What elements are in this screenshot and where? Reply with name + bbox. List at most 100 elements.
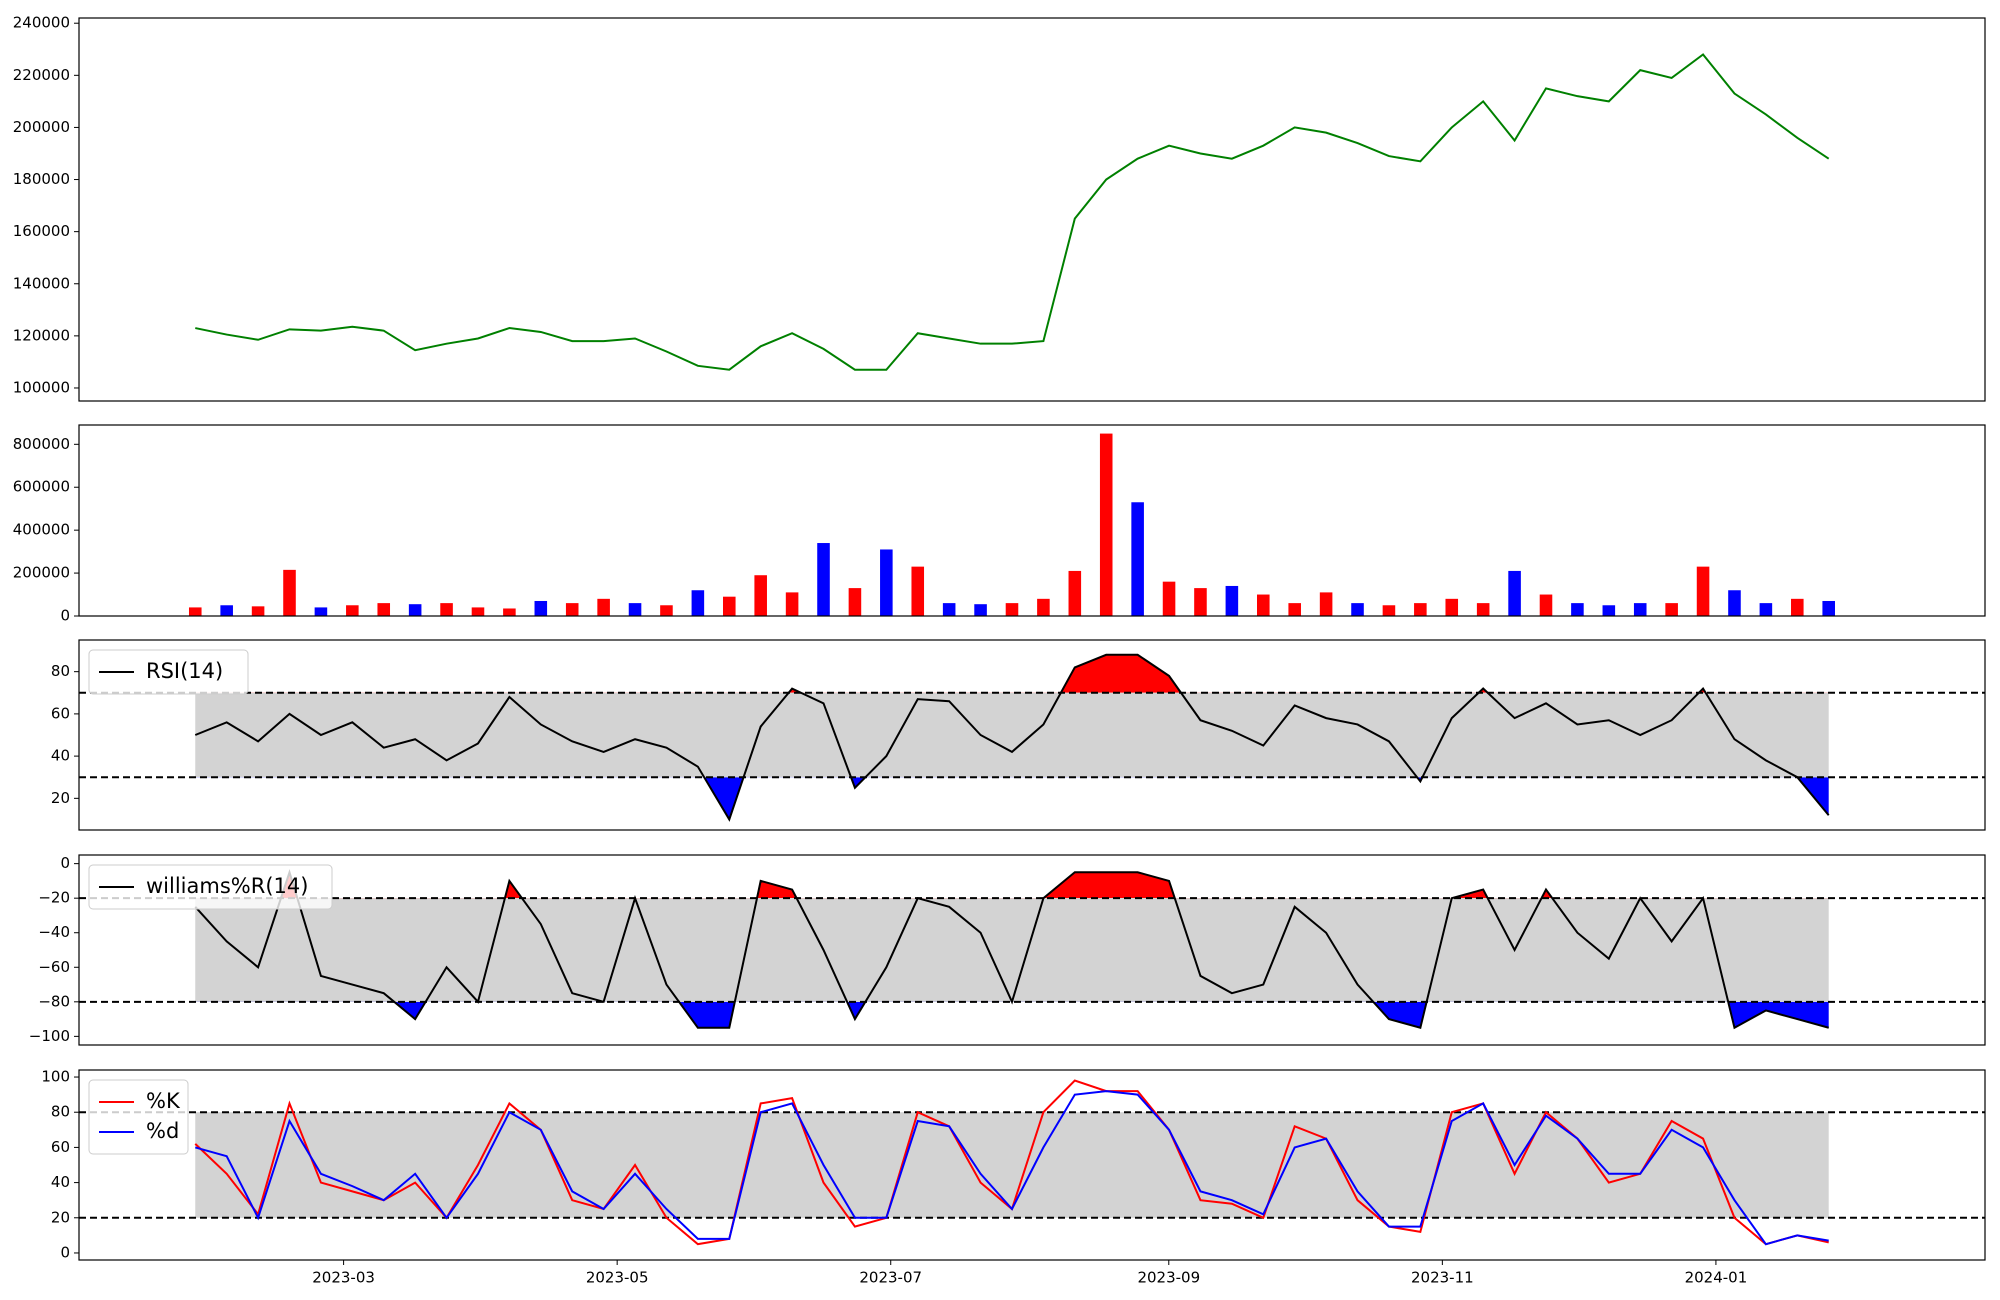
y-tick-label: 160000 xyxy=(13,222,70,240)
legend-box xyxy=(88,864,333,910)
y-tick-label: 0 xyxy=(60,854,70,872)
volume-bar xyxy=(722,596,736,616)
y-tick-label: 40 xyxy=(51,1173,70,1191)
plot-frame xyxy=(78,639,1986,831)
volume-bar xyxy=(1539,594,1553,616)
y-tick-label: −80 xyxy=(38,992,70,1010)
volume-bar xyxy=(1351,603,1364,616)
volume-bar xyxy=(377,603,391,616)
volume-bar xyxy=(1571,603,1584,616)
volume-bar xyxy=(817,543,830,616)
neutral-band xyxy=(195,898,1829,1002)
y-tick-label: 800000 xyxy=(13,435,70,453)
volume-bar xyxy=(1099,433,1113,616)
volume-bar xyxy=(880,549,893,616)
volume-bar xyxy=(220,605,233,616)
panel: 0 200000 400000 600000 800000 xyxy=(13,424,1986,625)
volume-bar xyxy=(1414,603,1427,616)
volume-bar xyxy=(1005,603,1019,616)
panel: 20 40 60 80 RSI(14) xyxy=(51,639,1986,831)
volume-bar xyxy=(408,604,422,616)
series-line xyxy=(194,653,1830,822)
volume-bar xyxy=(1162,581,1176,616)
volume-bar xyxy=(1508,570,1521,616)
volume-bar xyxy=(346,605,359,616)
legend: %K %d xyxy=(88,1079,189,1155)
volume-bar xyxy=(1382,605,1396,616)
volume-bar xyxy=(251,606,265,616)
volume-bar xyxy=(471,607,485,616)
volume-bar xyxy=(628,603,642,616)
panel: 0 20 40 60 80 100 %K %d 2023-03 2023-05 2023-07 202… xyxy=(41,1068,1986,1287)
y-tick-label: 240000 xyxy=(13,14,70,32)
y-tick-label: −20 xyxy=(38,889,70,907)
y-tick-label: 180000 xyxy=(13,170,70,188)
y-tick-label: 0 xyxy=(60,1243,70,1261)
x-tick-label: 2023-05 xyxy=(586,1269,649,1287)
volume-bar xyxy=(1696,566,1710,616)
y-tick-label: 60 xyxy=(51,704,70,722)
volume-bar xyxy=(1602,605,1616,616)
y-tick-label: 200000 xyxy=(13,118,70,136)
volume-bar xyxy=(1476,603,1490,616)
volume-bar xyxy=(597,598,610,616)
volume-bar xyxy=(1257,594,1270,616)
y-tick-label: −60 xyxy=(38,958,70,976)
legend-label: %d xyxy=(146,1119,179,1143)
volume-bar xyxy=(188,607,202,616)
legend-label: williams%R(14) xyxy=(146,874,308,898)
volume-bar xyxy=(534,600,548,616)
volume-bar xyxy=(565,603,579,616)
plot-frame xyxy=(78,17,1986,402)
y-tick-label: 100 xyxy=(41,1068,70,1086)
volume-bar xyxy=(1665,603,1678,616)
volume-bar xyxy=(503,608,516,616)
volume-bar xyxy=(1225,585,1239,616)
volume-bar xyxy=(1131,502,1144,616)
volume-bar xyxy=(314,607,328,616)
y-tick-label: 400000 xyxy=(13,521,70,539)
volume-bar xyxy=(1445,598,1459,616)
volume-bar xyxy=(785,592,799,616)
legend-box xyxy=(88,649,249,695)
y-tick-label: 200000 xyxy=(13,564,70,582)
legend-box xyxy=(88,1079,189,1155)
legend-label: %K xyxy=(146,1089,181,1113)
volume-bar xyxy=(1791,598,1804,616)
plot-frame xyxy=(78,854,1986,1046)
y-tick-label: 20 xyxy=(51,789,70,807)
legend: williams%R(14) xyxy=(88,864,333,910)
volume-bar xyxy=(942,603,956,616)
series-line xyxy=(195,53,1830,371)
y-tick-label: 40 xyxy=(51,747,70,765)
volume-bar xyxy=(440,603,453,616)
volume-bar xyxy=(848,588,862,616)
y-tick-label: −100 xyxy=(29,1027,70,1045)
volume-bar xyxy=(1037,598,1050,616)
series-line xyxy=(194,1090,1829,1246)
y-tick-label: 220000 xyxy=(13,66,70,84)
neutral-band xyxy=(195,1112,1829,1218)
volume-bar xyxy=(1288,603,1301,616)
y-tick-label: 60 xyxy=(51,1138,70,1156)
y-tick-label: 80 xyxy=(51,662,70,680)
volume-bar xyxy=(1759,603,1773,616)
panel: 100000 120000 140000 160000 180000 200000 2200… xyxy=(13,14,1986,402)
volume-bar xyxy=(691,590,705,616)
volume-bar xyxy=(1633,603,1647,616)
y-tick-label: 120000 xyxy=(13,326,70,344)
y-tick-label: 0 xyxy=(60,607,70,625)
legend-label: RSI(14) xyxy=(146,659,223,683)
volume-bar xyxy=(911,566,925,616)
x-tick-label: 2023-11 xyxy=(1411,1269,1474,1287)
y-tick-label: 80 xyxy=(51,1103,70,1121)
volume-bar xyxy=(1068,570,1082,616)
volume-bar xyxy=(1194,588,1207,616)
volume-bar xyxy=(754,575,767,616)
volume-bar xyxy=(283,569,296,616)
y-tick-label: 140000 xyxy=(13,274,70,292)
panel: 0 −20 −40 −60 −80 −100 williams%R(14) xyxy=(29,854,1986,1046)
plot-frame xyxy=(78,424,1986,617)
y-tick-label: −40 xyxy=(38,923,70,941)
